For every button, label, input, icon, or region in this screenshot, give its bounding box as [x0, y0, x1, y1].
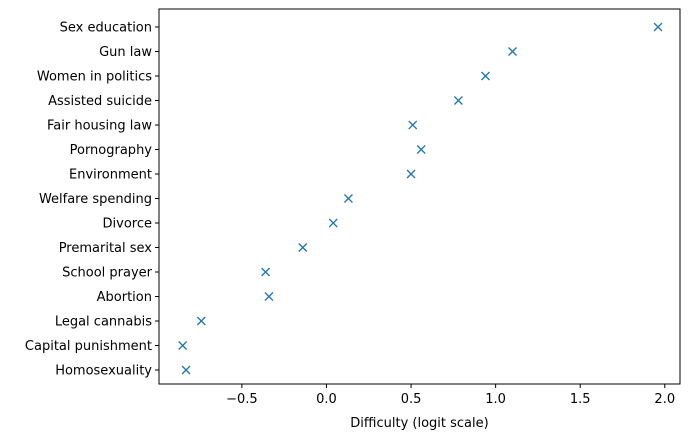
plot-frame — [158, 8, 681, 385]
data-point-marker — [481, 71, 490, 81]
data-point-marker — [178, 341, 188, 350]
y-tick-label: Capital punishment — [25, 339, 152, 354]
data-point-marker — [408, 120, 418, 130]
x-axis: −0.5 0.0 0.5 1.0 1.5 2.0 — [226, 384, 675, 407]
data-points — [178, 22, 663, 375]
x-tick-label: 1.0 — [485, 392, 506, 407]
data-point-marker — [508, 47, 517, 56]
y-tick-label: Abortion — [97, 290, 152, 305]
y-tick-label: Premarital sex — [59, 241, 153, 256]
x-tick-label: 0.5 — [401, 392, 422, 407]
data-point-marker — [343, 194, 353, 203]
y-tick-label: Fair housing law — [47, 119, 152, 134]
data-point-marker — [196, 316, 206, 326]
data-point-marker — [181, 365, 191, 375]
x-tick-label: 0.0 — [316, 392, 337, 407]
y-tick-label: Women in politics — [37, 70, 152, 85]
x-tick-label: −0.5 — [226, 392, 258, 407]
plot-background — [159, 9, 680, 384]
x-axis-label: Difficulty (logit scale) — [350, 416, 488, 431]
data-point-marker — [416, 145, 426, 154]
y-tick-label: Pornography — [70, 143, 153, 158]
y-tick-label: Gun law — [99, 45, 152, 60]
x-tick-label: 1.5 — [570, 392, 591, 407]
y-tick-label: Divorce — [103, 217, 152, 232]
y-tick-label: School prayer — [62, 266, 153, 281]
data-point-marker — [453, 96, 463, 105]
data-point-marker — [653, 22, 663, 32]
data-point-marker — [298, 243, 308, 252]
y-tick-label: Homosexuality — [55, 364, 152, 379]
y-tick-label: Legal cannabis — [55, 315, 152, 330]
y-tick-label: Sex education — [60, 21, 152, 36]
y-tick-label: Assisted suicide — [48, 94, 152, 109]
y-tick-label: Welfare spending — [39, 192, 152, 207]
y-tick-label: Environment — [69, 168, 152, 183]
data-point-marker — [264, 292, 274, 301]
y-axis: Sex education Gun law Women in politics Ass… — [25, 21, 159, 379]
data-point-marker — [328, 218, 338, 228]
x-tick-label: 2.0 — [654, 392, 675, 407]
data-point-marker — [406, 169, 416, 179]
data-point-marker — [261, 267, 271, 277]
